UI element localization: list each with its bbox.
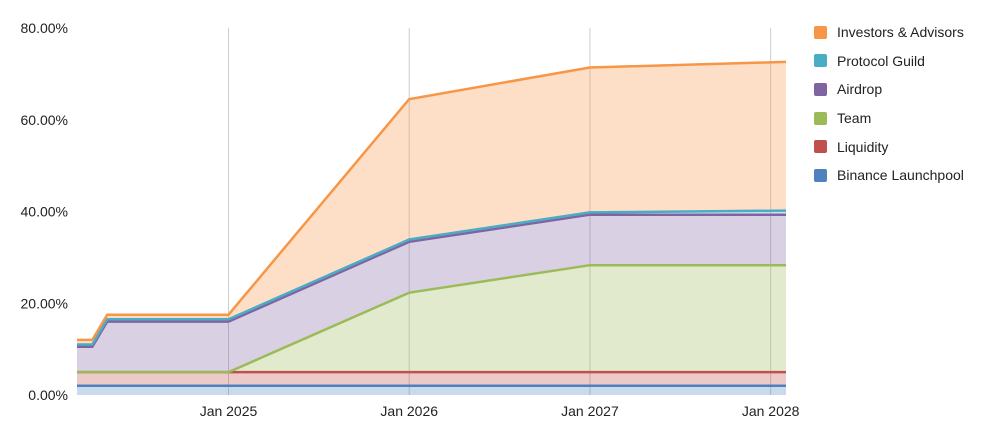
legend-swatch <box>814 140 827 154</box>
legend-label: Liquidity <box>837 138 889 155</box>
legend-item-protocol-guild[interactable]: Protocol Guild <box>814 47 964 76</box>
legend-swatch <box>814 54 827 68</box>
y-tick-label: 0.00% <box>28 387 68 403</box>
legend-swatch <box>814 82 827 96</box>
line-protocol-guild <box>77 209 787 346</box>
legend: Investors & Advisors Protocol Guild Airdro… <box>814 18 964 190</box>
legend-item-investors-advisors[interactable]: Investors & Advisors <box>814 18 964 47</box>
legend-swatch <box>814 25 827 39</box>
legend-label: Team <box>837 110 872 127</box>
y-tick-label: 20.00% <box>21 295 68 311</box>
area-airdrop <box>77 214 786 373</box>
legend-label: Binance Launchpool <box>837 167 964 184</box>
x-tick-label: Jan 2027 <box>561 403 619 419</box>
line-team <box>77 263 786 374</box>
legend-swatch <box>814 111 827 125</box>
legend-item-team[interactable]: Team <box>814 104 964 133</box>
x-tick-label: Jan 2026 <box>380 403 438 419</box>
area-series <box>77 61 786 395</box>
legend-swatch <box>814 168 827 182</box>
legend-item-liquidity[interactable]: Liquidity <box>814 132 964 161</box>
y-tick-label: 40.00% <box>21 204 68 220</box>
legend-item-airdrop[interactable]: Airdrop <box>814 75 964 104</box>
area-binance-launchpool <box>77 385 786 395</box>
y-axis-ticks: 0.00% 20.00% 40.00% 60.00% 80.00% <box>21 20 68 403</box>
x-tick-label: Jan 2028 <box>742 403 800 419</box>
line-investors-advisors <box>77 60 787 342</box>
legend-item-binance-launchpool[interactable]: Binance Launchpool <box>814 161 964 190</box>
area-team <box>77 265 786 373</box>
area-investors-advisors <box>77 61 786 345</box>
y-tick-label: 80.00% <box>21 20 68 36</box>
area-liquidity <box>77 372 786 386</box>
x-axis-ticks: Jan 2025 Jan 2026 Jan 2027 Jan 2028 <box>200 403 800 419</box>
series-lines <box>77 60 787 388</box>
legend-label: Investors & Advisors <box>837 24 964 41</box>
y-tick-label: 60.00% <box>21 112 68 128</box>
x-tick-label: Jan 2025 <box>200 403 258 419</box>
legend-label: Protocol Guild <box>837 52 925 69</box>
legend-label: Airdrop <box>837 81 883 98</box>
